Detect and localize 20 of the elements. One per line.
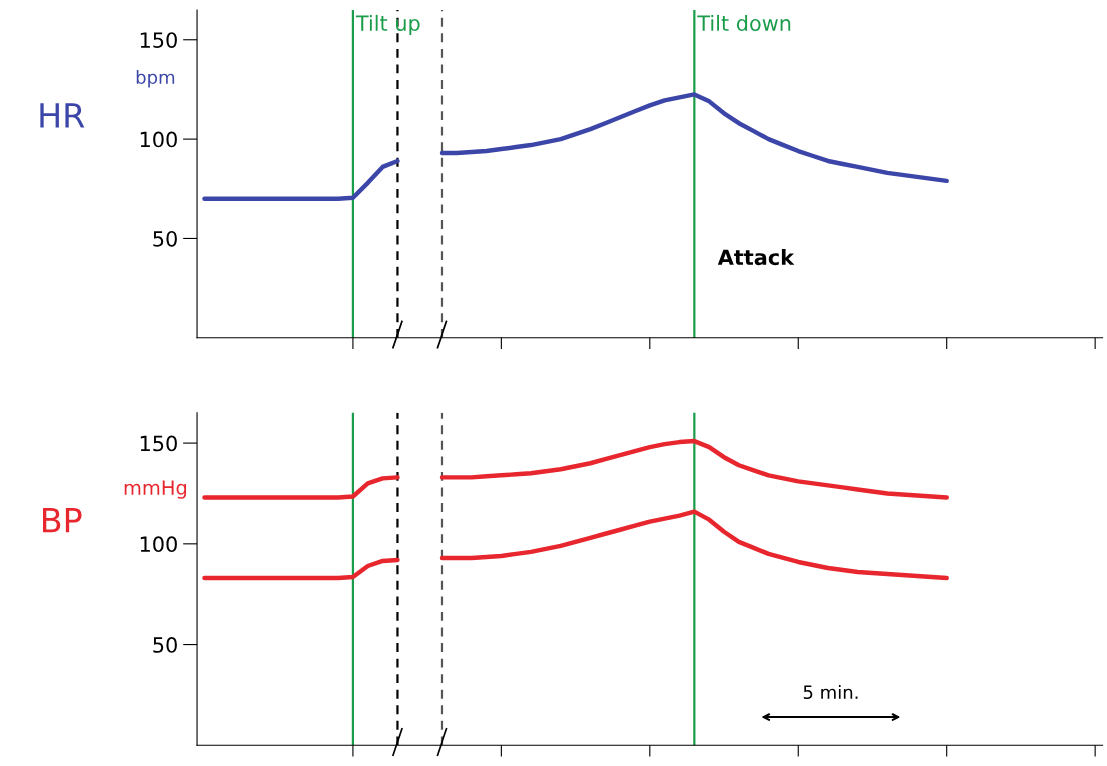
annotation: Tilt down: [697, 14, 791, 31]
y-tick-label: 50: [153, 230, 177, 247]
text: mmHg: [124, 480, 187, 499]
y-tick-label: 150: [140, 32, 177, 48]
y-tick-label: 50: [153, 637, 177, 653]
line-series: [202, 557, 400, 581]
line-series: [439, 509, 949, 581]
text: bpm: [136, 70, 175, 88]
line-series: [439, 438, 949, 500]
y-tick-label: 150: [140, 435, 177, 452]
line-series: [202, 475, 400, 500]
y-axis-title: HR: [40, 103, 85, 128]
line-series: [439, 92, 949, 184]
annotation: Tilt up: [355, 14, 420, 36]
annotation: 5 min.: [803, 685, 858, 700]
y-tick-label: 100: [140, 131, 177, 148]
y-tick-label: 100: [140, 536, 177, 553]
y-axis-title: BP: [43, 507, 82, 533]
annotation: Attack: [717, 249, 795, 266]
line-series: [202, 158, 400, 201]
